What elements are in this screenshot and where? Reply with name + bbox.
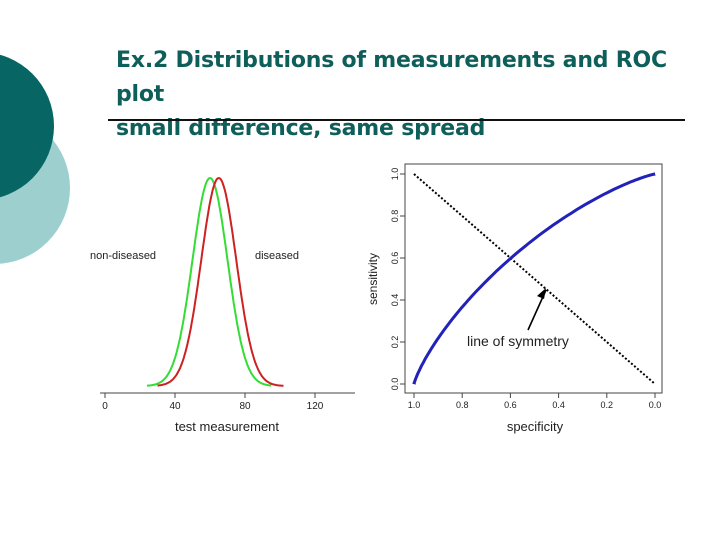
dist-x-tick-label-3: 120 [307, 401, 324, 412]
dist-label-diseased: diseased [255, 250, 299, 262]
roc-y-tick-label-1: 0.2 [390, 336, 400, 349]
annotation-line-of-symmetry: line of symmetry [467, 333, 569, 349]
roc-x-tick-label-1: 0.8 [456, 400, 469, 410]
dist-x-ticks: 0 40 80 120 [102, 393, 324, 412]
distribution-chart: 0 40 80 120 non-diseased diseased test meas… [90, 176, 355, 434]
roc-y-label: sensitivity [366, 253, 380, 305]
dist-curve-diseased [157, 176, 284, 387]
roc-x-ticks: 1.0 0.8 0.6 0.4 0.2 0.0 [408, 393, 662, 410]
roc-x-tick-label-2: 0.6 [504, 400, 517, 410]
roc-plot-frame [404, 163, 663, 394]
roc-y-ticks: 0.0 0.2 0.4 0.6 0.8 1.0 [390, 168, 405, 391]
roc-chart: 1.0 0.8 0.6 0.4 0.2 0.0 0.0 0.2 0.4 0.6 0.8 1.0 li… [366, 163, 663, 434]
dist-label-non-diseased: non-diseased [90, 250, 156, 262]
dist-x-label: test measurement [175, 419, 279, 434]
roc-y-tick-label-0: 0.0 [390, 378, 400, 391]
title-line-1: Ex.2 Distributions of measurements and R… [116, 48, 667, 107]
annotation-arrowhead [537, 288, 546, 299]
roc-y-tick-label-3: 0.6 [390, 252, 400, 265]
roc-x-tick-label-4: 0.2 [601, 400, 614, 410]
slide-title: Ex.2 Distributions of measurements and R… [116, 44, 706, 146]
roc-x-tick-label-3: 0.4 [552, 400, 565, 410]
theme-circle-dark [0, 54, 54, 198]
roc-y-tick-label-5: 1.0 [390, 168, 400, 181]
roc-symmetry-line [413, 173, 656, 385]
roc-x-tick-label-5: 0.0 [649, 400, 662, 410]
roc-y-tick-label-2: 0.4 [390, 294, 400, 307]
dist-curve-non-diseased [146, 176, 272, 387]
theme-decoration [0, 54, 70, 264]
roc-x-tick-label-0: 1.0 [408, 400, 421, 410]
dist-x-tick-label-0: 0 [102, 401, 108, 412]
title-underline [108, 119, 685, 121]
roc-curve [412, 172, 656, 385]
dist-x-tick-label-2: 80 [239, 401, 251, 412]
roc-x-label: specificity [507, 419, 564, 434]
roc-y-tick-label-4: 0.8 [390, 210, 400, 223]
dist-x-tick-label-1: 40 [169, 401, 181, 412]
